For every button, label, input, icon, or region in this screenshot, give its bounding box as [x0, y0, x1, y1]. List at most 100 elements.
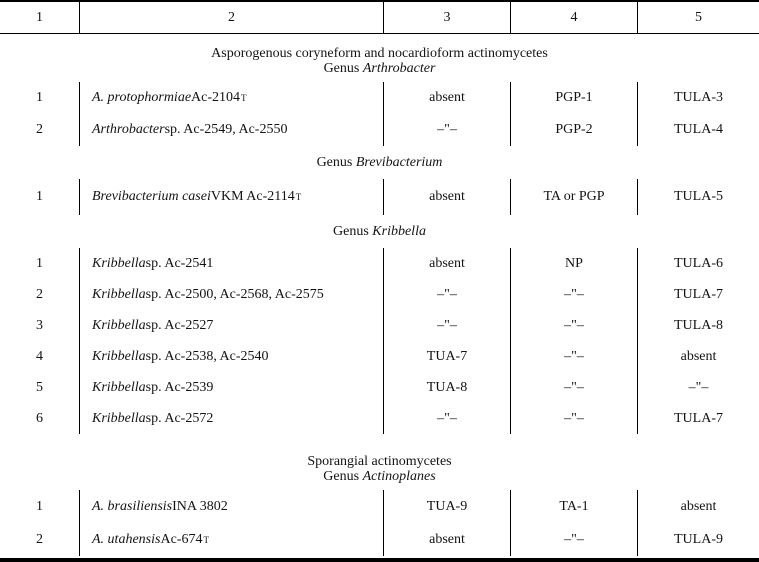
genus-name: Arthrobacter: [362, 61, 436, 76]
phage-cell-col3: –"–: [383, 114, 510, 146]
phage-cell-col4: –"–: [510, 279, 637, 310]
section-heading: Genus Kribbella: [0, 224, 759, 239]
strain-name-cell: A. brasiliensis INA 3802: [79, 490, 383, 523]
section-heading: Asporogenous coryneform and nocardioform…: [0, 46, 759, 76]
row-number-cell: 3: [36, 317, 43, 333]
phage-cell-col4: –"–: [510, 523, 637, 556]
table-row: 1 A. brasiliensis INA 3802 TUA-9 TA-1 absent: [0, 490, 759, 523]
row-number-cell: 5: [36, 379, 43, 395]
phage-cell-col3: absent: [383, 248, 510, 279]
section-heading: Genus Brevibacterium: [0, 155, 759, 170]
header-cell-1: 1: [36, 9, 43, 25]
strain-name-italic: Kribbella: [92, 410, 146, 426]
row-number-cell: 2: [36, 122, 43, 137]
strain-name-italic: Arthrobacter: [92, 122, 165, 137]
phage-cell-col4: –"–: [510, 310, 637, 341]
phage-cell-col3: absent: [383, 82, 510, 114]
section-heading: Sporangial actinomycetes Genus Actinoplan…: [0, 454, 759, 484]
section-title-line: Sporangial actinomycetes: [307, 454, 452, 469]
strain-name-normal: sp. Ac-2539: [145, 379, 214, 395]
phage-cell-col4: PGP-1: [510, 82, 637, 114]
genus-heading: Genus Actinoplanes: [0, 469, 759, 484]
phage-cell-col5: TULA-3: [637, 82, 759, 114]
phage-cell-col5: TULA-4: [637, 114, 759, 146]
genus-prefix: Genus: [323, 469, 360, 484]
genus-heading: Genus Kribbella: [0, 224, 759, 239]
strain-name-italic: Kribbella: [92, 286, 146, 302]
phage-cell-col3: TUA-8: [383, 372, 510, 403]
phage-cell-col3: absent: [383, 179, 510, 215]
genus-heading: Genus Arthrobacter: [0, 61, 759, 76]
table-row: 2 Arthrobacter sp. Ac-2549, Ac-2550 –"– PGP…: [0, 114, 759, 146]
strain-name-normal: Ac-674: [160, 531, 203, 547]
strain-name-normal: sp. Ac-2549, Ac-2550: [164, 122, 288, 137]
row-number-cell: 1: [36, 189, 43, 204]
phage-cell-col5: TULA-5: [637, 179, 759, 215]
phage-cell-col3: –"–: [383, 310, 510, 341]
phage-cell-col4: NP: [510, 248, 637, 279]
table-row: 4 Kribbella sp. Ac-2538, Ac-2540 TUA-7 –"– a…: [0, 341, 759, 372]
genus-prefix: Genus: [316, 155, 353, 170]
table-row: 2 Kribbella sp. Ac-2500, Ac-2568, Ac-2575…: [0, 279, 759, 310]
table-body: Asporogenous coryneform and nocardioform…: [0, 46, 759, 556]
strain-name-cell: Kribbella sp. Ac-2500, Ac-2568, Ac-2575: [79, 279, 383, 310]
phage-cell-col5: TULA-8: [637, 310, 759, 341]
strain-name-italic: Kribbella: [92, 379, 146, 395]
strain-name-cell: Kribbella sp. Ac-2572: [79, 403, 383, 434]
header-cell-2: 2: [79, 2, 383, 33]
strain-name-cell: Kribbella sp. Ac-2527: [79, 310, 383, 341]
strain-name-italic: A. utahensis: [92, 531, 161, 547]
row-number-cell: 1: [36, 498, 43, 514]
strain-name-normal: Ac-2104: [191, 90, 241, 105]
phage-cell-col5: absent: [637, 341, 759, 372]
genus-name: Brevibacterium: [355, 155, 443, 170]
genus-name: Actinoplanes: [362, 469, 436, 484]
strain-name-cell: Kribbella sp. Ac-2541: [79, 248, 383, 279]
phage-cell-col4: –"–: [510, 403, 637, 434]
strain-name-italic: A. brasiliensis: [92, 498, 173, 514]
phage-cell-col4: TA-1: [510, 490, 637, 523]
strain-name-cell: Brevibacterium casei VKM Ac-2114 T: [79, 179, 383, 215]
phage-cell-col3: TUA-7: [383, 341, 510, 372]
table-row: 3 Kribbella sp. Ac-2527 –"– –"– TULA-8: [0, 310, 759, 341]
strain-name-italic: Brevibacterium casei: [92, 189, 211, 204]
section-title-line: Asporogenous coryneform and nocardioform…: [211, 46, 548, 61]
header-cell-5: 5: [637, 2, 759, 33]
header-cell-4: 4: [510, 2, 637, 33]
data-block: 1 A. brasiliensis INA 3802 TUA-9 TA-1 absent…: [0, 490, 759, 556]
row-number-cell: 4: [36, 348, 43, 364]
table-header-row: 1 2 3 4 5: [0, 2, 759, 34]
genus-prefix: Genus: [323, 61, 360, 76]
strain-name-italic: Kribbella: [92, 317, 146, 333]
phage-cell-col3: –"–: [383, 279, 510, 310]
phage-cell-col4: –"–: [510, 372, 637, 403]
strain-name-normal: sp. Ac-2500, Ac-2568, Ac-2575: [145, 286, 324, 302]
phage-cell-col5: TULA-9: [637, 523, 759, 556]
strain-name-normal: sp. Ac-2538, Ac-2540: [145, 348, 269, 364]
row-number-cell: 2: [36, 531, 43, 547]
row-number-cell: 6: [36, 410, 43, 426]
table-row: 6 Kribbella sp. Ac-2572 –"– –"– TULA-7: [0, 403, 759, 434]
header-cell-3: 3: [383, 2, 510, 33]
genus-prefix: Genus: [333, 224, 369, 239]
strain-name-cell: Kribbella sp. Ac-2538, Ac-2540: [79, 341, 383, 372]
strain-name-normal: sp. Ac-2572: [145, 410, 214, 426]
strain-name-normal: sp. Ac-2527: [145, 317, 214, 333]
strain-name-italic: A. protophormiae: [92, 90, 192, 105]
strain-name-cell: Arthrobacter sp. Ac-2549, Ac-2550: [79, 114, 383, 146]
table-row: 5 Kribbella sp. Ac-2539 TUA-8 –"– –"–: [0, 372, 759, 403]
table-row: 1 Kribbella sp. Ac-2541 absent NP TULA-6: [0, 248, 759, 279]
phage-cell-col4: –"–: [510, 341, 637, 372]
phage-cell-col5: TULA-7: [637, 403, 759, 434]
strain-name-cell: Kribbella sp. Ac-2539: [79, 372, 383, 403]
phage-cell-col5: absent: [637, 490, 759, 523]
phage-cell-col4: TA or PGP: [510, 179, 637, 215]
strain-name-cell: A. protophormiae Ac-2104 T: [79, 82, 383, 114]
phage-cell-col5: –"–: [637, 372, 759, 403]
